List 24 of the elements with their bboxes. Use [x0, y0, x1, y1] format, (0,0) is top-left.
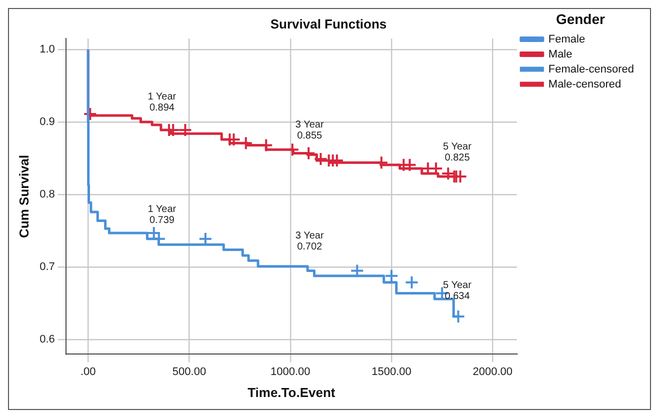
x-tick-label: .00 [80, 366, 96, 378]
annotation: 1 Year 0.739 [148, 204, 177, 226]
legend-label: Female-censored [548, 63, 634, 76]
legend-label: Male [548, 48, 572, 60]
x-tick-label: 1500.00 [372, 366, 412, 378]
legend-title: Gender [556, 10, 606, 27]
annotation: 3 Year 0.702 [295, 230, 324, 253]
legend-label: Male-censored [548, 78, 622, 90]
y-tick-label: 0.6 [40, 334, 55, 346]
y-tick-label: 0.8 [40, 188, 55, 201]
annotation: 5 Year 0.825 [443, 141, 472, 164]
x-tick-label: 500.00 [172, 366, 206, 378]
annotation: 1 Year 0.894 [148, 91, 177, 114]
legend-label: Female [548, 33, 586, 46]
x-tick-label: 1000.00 [270, 366, 310, 378]
y-tick-label: 0.7 [40, 261, 55, 274]
annotation: 3 Year 0.855 [295, 120, 324, 142]
x-axis-title: Time.To.Event [248, 384, 336, 400]
annotation: 5 Year 0.634 [443, 280, 472, 302]
y-axis-title: Cum Survival [16, 154, 32, 238]
y-tick-label: 1.0 [40, 44, 55, 56]
chart-title: Survival Functions [270, 16, 387, 32]
y-tick-label: 0.9 [40, 116, 55, 128]
x-tick-label: 2000.00 [472, 366, 513, 378]
